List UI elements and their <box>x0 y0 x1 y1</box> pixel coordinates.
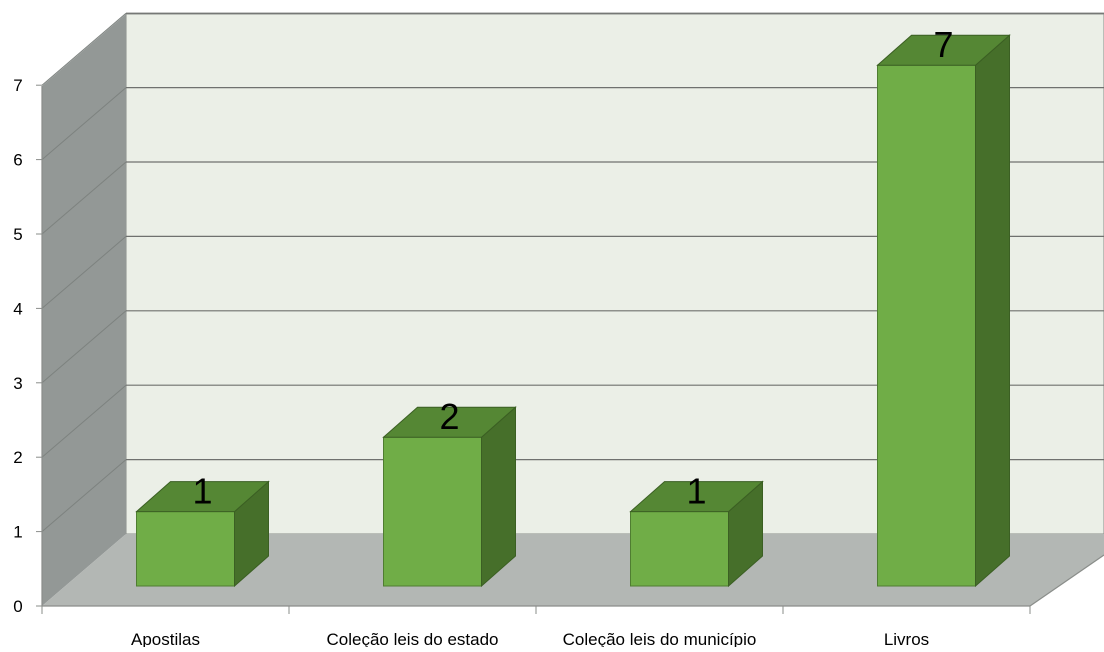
bar <box>382 406 517 588</box>
x-tick-label: Livros <box>884 630 929 647</box>
bar-top <box>876 34 1011 66</box>
gridline-side <box>41 384 127 458</box>
bar-front <box>630 511 729 587</box>
bar-front <box>136 511 235 587</box>
x-tick-label: Coleção leis do município <box>563 630 757 647</box>
bar <box>876 34 1011 588</box>
bars <box>135 34 1011 588</box>
y-tick-label: 6 <box>13 151 22 170</box>
floor-edge <box>1029 554 1104 607</box>
bar-side <box>481 406 516 588</box>
bar-side <box>975 34 1010 588</box>
bar-front <box>877 64 976 587</box>
bar-top <box>135 481 270 513</box>
y-tick-label: 0 <box>13 597 22 616</box>
data-label: 1 <box>686 471 706 512</box>
y-tick-label: 1 <box>13 523 22 542</box>
data-label: 1 <box>192 471 212 512</box>
data-label: 7 <box>933 24 953 65</box>
x-tick-label: Apostilas <box>131 630 200 647</box>
side-wall <box>42 14 126 606</box>
y-tick-label: 4 <box>13 299 22 318</box>
gridline-side <box>41 12 127 86</box>
labels: 1 2 1 7 <box>192 24 953 511</box>
y-tick-label: 3 <box>13 374 22 393</box>
axes: 0 1 2 3 4 5 6 7 Apostilas Coleção leis do estado C… <box>13 76 1031 649</box>
bar-top <box>382 406 517 438</box>
y-tick-label: 7 <box>13 76 22 95</box>
data-label: 2 <box>439 396 459 437</box>
gridline-side <box>41 459 127 532</box>
gridline-side <box>41 236 127 309</box>
bar <box>135 480 270 588</box>
x-tick-label: Coleção leis do estado <box>326 630 498 647</box>
y-tick-label: 5 <box>13 225 22 244</box>
gridline-side <box>41 87 127 160</box>
y-tick-label: 2 <box>13 448 22 467</box>
gridline-side <box>41 161 127 235</box>
bar-front <box>383 436 482 587</box>
floor <box>42 534 1104 606</box>
bar <box>629 480 764 588</box>
bar-top <box>629 481 764 513</box>
gridline-side <box>41 310 127 384</box>
